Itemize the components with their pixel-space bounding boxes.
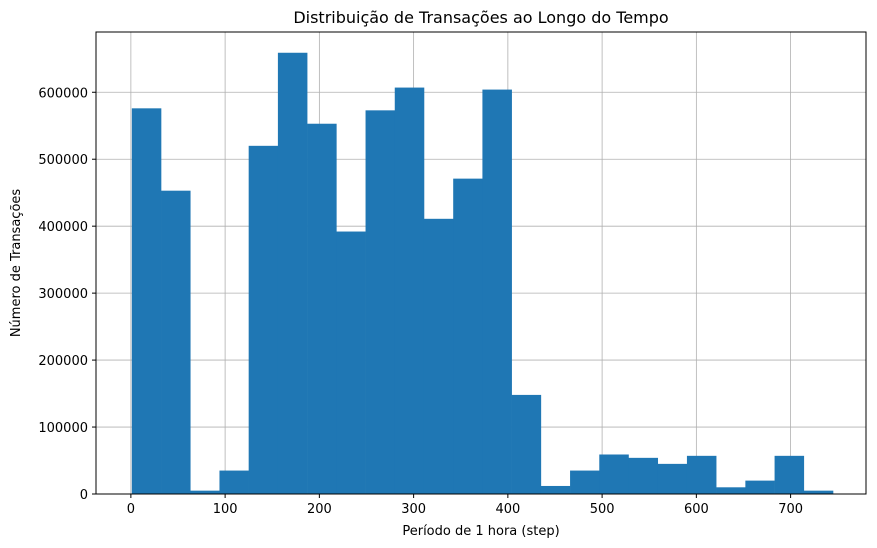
- histogram-bar-0: [131, 108, 162, 494]
- y-axis-label: Número de Transações: [9, 189, 24, 338]
- histogram-bar-11: [453, 178, 483, 495]
- histogram-bar-23: [803, 490, 834, 494]
- histogram-bar-4: [248, 145, 279, 494]
- x-tick-label: 500: [590, 502, 615, 517]
- plot-frame: [95, 31, 867, 495]
- histogram-bar-7: [336, 231, 366, 494]
- y-tick-label: 300000: [38, 287, 88, 302]
- histogram-bar-21: [745, 480, 775, 494]
- x-axis-label: Período de 1 hora (step): [402, 524, 559, 539]
- histogram-bar-18: [657, 463, 688, 494]
- histogram-bar-9: [394, 87, 425, 494]
- x-tick-label: 600: [684, 502, 709, 517]
- x-tick-label: 300: [401, 502, 426, 517]
- x-tick-label: 200: [307, 502, 332, 517]
- histogram-bar-13: [511, 394, 542, 494]
- histogram-bar-1: [161, 190, 191, 494]
- histogram-bar-16: [599, 454, 629, 494]
- y-tick-label: 200000: [38, 354, 88, 369]
- y-tick-label: 600000: [38, 86, 88, 101]
- chart-title: Distribuição de Transações ao Longo do T…: [293, 8, 668, 27]
- histogram-bar-8: [365, 110, 396, 495]
- histogram-bar-3: [219, 470, 249, 494]
- histogram-bar-10: [423, 218, 454, 494]
- y-tick-label: 100000: [38, 421, 88, 436]
- y-tick-label: 0: [80, 488, 88, 503]
- histogram-bar-20: [716, 487, 746, 494]
- x-axis-ticks: 0 100 200 300 400 500 600 700: [127, 494, 803, 517]
- histogram-bar-5: [277, 52, 308, 494]
- y-tick-label: 500000: [38, 153, 88, 168]
- x-tick-label: 0: [127, 502, 135, 517]
- y-axis-ticks: 0 100000 200000 300000 400000 500000 600000: [38, 86, 96, 503]
- x-tick-label: 700: [778, 502, 803, 517]
- histogram-bar-17: [628, 457, 659, 494]
- x-tick-label: 100: [213, 502, 238, 517]
- histogram-bar-2: [190, 490, 220, 494]
- histogram-bar-12: [482, 89, 512, 494]
- histogram-bar-19: [686, 455, 717, 494]
- histogram-bar-14: [540, 485, 571, 494]
- histogram-bar-22: [774, 455, 805, 494]
- x-tick-label: 400: [495, 502, 520, 517]
- histogram-bar-15: [570, 470, 600, 494]
- y-tick-label: 400000: [38, 220, 88, 235]
- histogram-bars: [131, 52, 834, 495]
- histogram-bar-6: [307, 123, 337, 494]
